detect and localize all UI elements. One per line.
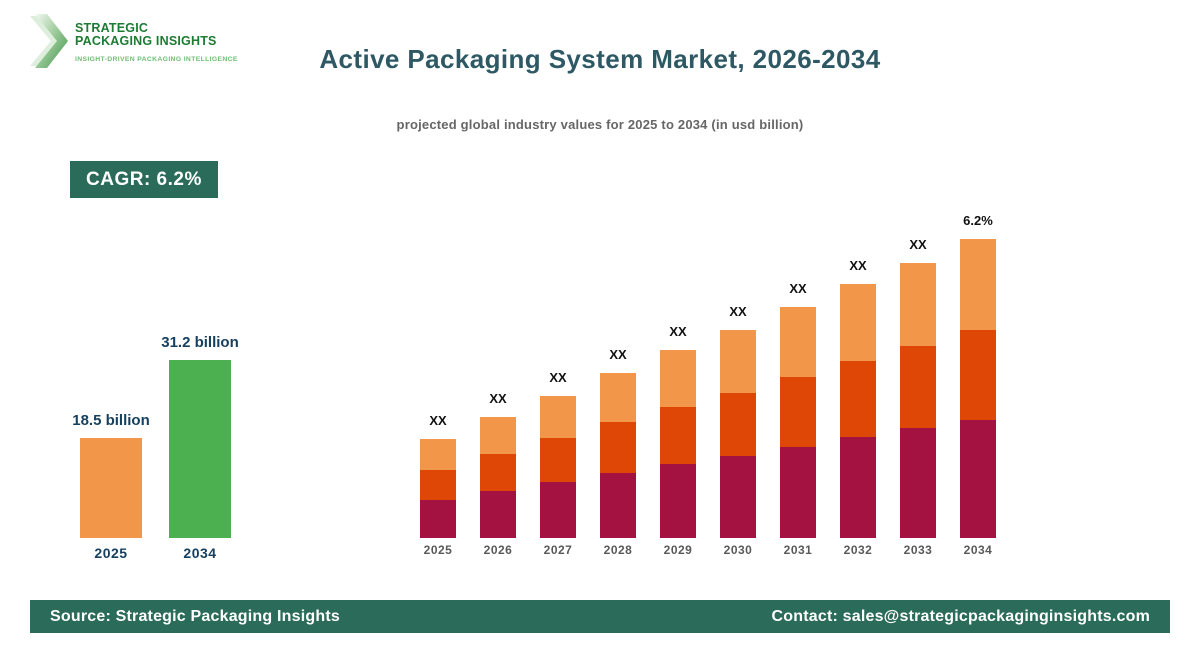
x-axis-label: 2031 bbox=[783, 543, 813, 557]
bar-top-label: XX bbox=[429, 413, 447, 428]
bar-segment-top bbox=[780, 307, 816, 377]
bar-segment-middle bbox=[780, 377, 816, 447]
bar-top-label: XX bbox=[489, 391, 507, 406]
bar-top-label: XX bbox=[729, 304, 747, 319]
bar-segment-top bbox=[420, 439, 456, 470]
summary-bar-chart: 18.5 billion 2025 31.2 billion 2034 bbox=[72, 322, 239, 562]
stacked-bar-column: XX 2032 bbox=[840, 198, 876, 562]
bar-segment-bottom bbox=[600, 473, 636, 538]
x-axis-label: 2028 bbox=[603, 543, 633, 557]
logo-text-block: STRATEGIC PACKAGING INSIGHTS INSIGHT-DRI… bbox=[75, 14, 238, 64]
bar-segment-middle bbox=[660, 407, 696, 464]
x-axis-label: 2025 bbox=[423, 543, 453, 557]
logo-name-line2: PACKAGING INSIGHTS bbox=[75, 34, 217, 48]
bar-segment-bottom bbox=[780, 447, 816, 538]
stacked-bar-column: XX 2033 bbox=[900, 198, 936, 562]
bar-segment-middle bbox=[540, 438, 576, 482]
stacked-bar-column: XX 2027 bbox=[540, 198, 576, 562]
bar-top-label: XX bbox=[909, 237, 927, 252]
bar-segment-bottom bbox=[900, 428, 936, 538]
footer-source: Source: Strategic Packaging Insights bbox=[50, 607, 340, 625]
bar-segment-middle bbox=[720, 393, 756, 456]
x-axis-label: 2029 bbox=[663, 543, 693, 557]
stacked-bar-column: 6.2% 2034 bbox=[960, 198, 996, 562]
cagr-badge: CAGR: 6.2% bbox=[70, 161, 218, 198]
bar-segment-top bbox=[960, 239, 996, 330]
bar-top-label: XX bbox=[549, 370, 567, 385]
stacked-bar-column: XX 2026 bbox=[480, 198, 516, 562]
bar-segment-bottom bbox=[420, 500, 456, 538]
page-title: Active Packaging System Market, 2026-203… bbox=[319, 44, 881, 74]
x-axis-label: 2034 bbox=[963, 543, 993, 557]
bar-segment-top bbox=[480, 417, 516, 454]
logo-tagline: INSIGHT-DRIVEN PACKAGING INTELLIGENCE bbox=[75, 56, 238, 63]
stacked-bar-column: XX 2031 bbox=[780, 198, 816, 562]
bar-top-label: XX bbox=[609, 347, 627, 362]
stacked-bar-column: XX 2030 bbox=[720, 198, 756, 562]
bar-segment-bottom bbox=[960, 420, 996, 538]
bar-segment-middle bbox=[480, 454, 516, 491]
footer-contact: Contact: sales@strategicpackaginginsight… bbox=[771, 607, 1150, 625]
bar-segment-middle bbox=[960, 330, 996, 420]
bar-segment-top bbox=[660, 350, 696, 407]
bar-segment-top bbox=[600, 373, 636, 422]
bar-segment-top bbox=[900, 263, 936, 346]
summary-bar bbox=[169, 360, 231, 538]
bar-value-label: 18.5 billion bbox=[72, 412, 150, 429]
bar-segment-top bbox=[540, 396, 576, 438]
summary-bar-column: 31.2 billion 2034 bbox=[161, 322, 239, 562]
x-axis-label: 2032 bbox=[843, 543, 873, 557]
x-axis-label: 2034 bbox=[183, 545, 217, 561]
bar-segment-middle bbox=[840, 361, 876, 437]
x-axis-label: 2030 bbox=[723, 543, 753, 557]
bar-top-label: 6.2% bbox=[963, 213, 993, 228]
summary-bar-column: 18.5 billion 2025 bbox=[72, 322, 150, 562]
stacked-bar-chart: XX 2025 XX 2026 XX 2027 XX 2028 XX 2029 XX 2030 XX 20… bbox=[420, 198, 996, 562]
x-axis-label: 2025 bbox=[94, 545, 128, 561]
stacked-bar-column: XX 2025 bbox=[420, 198, 456, 562]
bar-segment-middle bbox=[900, 346, 936, 428]
stacked-bar-column: XX 2028 bbox=[600, 198, 636, 562]
bar-segment-bottom bbox=[720, 456, 756, 538]
bar-segment-top bbox=[720, 330, 756, 393]
bar-segment-middle bbox=[420, 470, 456, 500]
bar-segment-top bbox=[840, 284, 876, 361]
bar-value-label: 31.2 billion bbox=[161, 334, 239, 351]
bar-segment-bottom bbox=[660, 464, 696, 538]
x-axis-label: 2026 bbox=[483, 543, 513, 557]
page-subtitle: projected global industry values for 202… bbox=[396, 117, 804, 132]
bar-segment-middle bbox=[600, 422, 636, 473]
bar-top-label: XX bbox=[669, 324, 687, 339]
bar-top-label: XX bbox=[789, 281, 807, 296]
x-axis-label: 2027 bbox=[543, 543, 573, 557]
bar-segment-bottom bbox=[480, 491, 516, 538]
brand-logo: STRATEGIC PACKAGING INSIGHTS INSIGHT-DRI… bbox=[30, 14, 238, 68]
logo-name-line1: STRATEGIC bbox=[75, 21, 149, 35]
bar-segment-bottom bbox=[540, 482, 576, 538]
footer-bar: Source: Strategic Packaging Insights Con… bbox=[30, 600, 1170, 633]
bar-top-label: XX bbox=[849, 258, 867, 273]
stacked-bar-column: XX 2029 bbox=[660, 198, 696, 562]
summary-bar bbox=[80, 438, 142, 538]
chevron-logo-icon bbox=[30, 14, 68, 68]
x-axis-label: 2033 bbox=[903, 543, 933, 557]
bar-segment-bottom bbox=[840, 437, 876, 538]
